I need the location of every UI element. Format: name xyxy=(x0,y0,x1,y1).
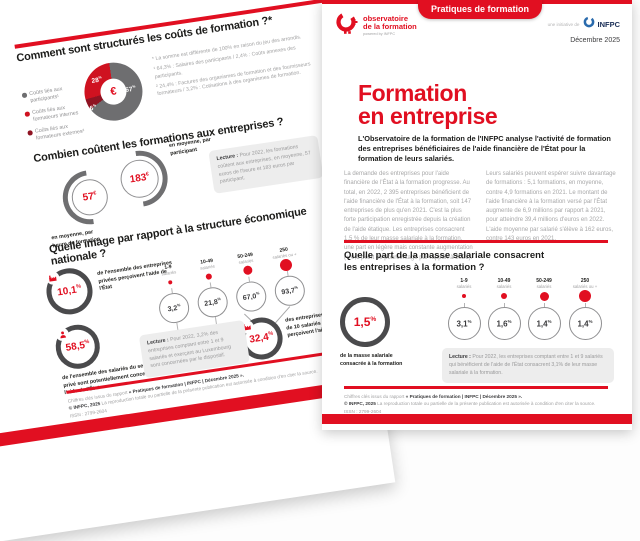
legend-item: Coûts liés aux formateurs externes² xyxy=(27,121,92,144)
legend-item: Coûts liés aux participants¹ xyxy=(21,83,87,106)
connector-line xyxy=(543,303,545,307)
right-section-title: Quelle part de la masse salariale consac… xyxy=(344,250,545,274)
observatoire-logo-icon xyxy=(335,11,359,40)
pct-circle: 93,7% xyxy=(272,273,307,308)
left-page: Comment sont structurés les coûts de for… xyxy=(0,0,382,449)
size-dot-icon xyxy=(462,294,466,298)
pct-circle: 1,4% xyxy=(568,307,602,340)
body-column-1: La demande des entreprises pour l'aide f… xyxy=(344,171,473,261)
infpc-logo-icon xyxy=(583,15,595,33)
building-icon xyxy=(45,270,61,286)
observatoire-logo: observatoire de la formation powered by … xyxy=(335,11,417,40)
body-columns: La demande des entreprises pour l'aide f… xyxy=(344,170,616,263)
size-column-50-249: 50-249 salariés 1,4% xyxy=(523,278,565,340)
pct-circle: 21,8% xyxy=(195,285,230,320)
employees-covered-value: 58,5% xyxy=(64,339,90,355)
size-dot-icon xyxy=(279,257,293,272)
legend-label: Coûts liés aux formateurs internes xyxy=(31,105,79,123)
legend-label: Coûts liés aux participants¹ xyxy=(28,86,63,104)
section-rule xyxy=(344,240,608,243)
payroll-share-label: de la masse salariale consacrée à la for… xyxy=(340,353,403,367)
page-title: Formation en entreprise xyxy=(358,80,498,130)
lecture-box-payroll: Lecture : Pour 2022, les entreprises com… xyxy=(442,348,614,384)
payroll-share-circle: 1,5% xyxy=(340,297,390,347)
legend-item: Coûts liés aux formateurs internes xyxy=(24,102,89,125)
pct-circle: 3,2% xyxy=(157,291,192,326)
size-dot-icon xyxy=(205,272,213,280)
red-dot-icon xyxy=(24,111,30,117)
connector-line xyxy=(463,303,465,307)
size-column-10-49: 10-49 salariés 1,6% xyxy=(483,278,525,340)
size-dot-icon xyxy=(242,265,253,276)
banner-pill: Pratiques de formation xyxy=(418,0,543,19)
size-dot-icon xyxy=(579,290,591,302)
connector-line xyxy=(503,303,505,307)
size-column-250: 250 salariés ou + 93,7% xyxy=(261,244,315,309)
size-dot-icon xyxy=(167,279,173,285)
infpc-lockup: une initiative de INFPC xyxy=(548,15,620,33)
right-bottom-band xyxy=(322,414,632,424)
legend-label: Coûts liés aux formateurs externes² xyxy=(34,124,85,142)
companies-aided-value: 10,1% xyxy=(56,283,82,299)
size-dot-icon xyxy=(539,291,549,301)
size-column-1-9: 1-9 salariés 3,1% xyxy=(443,278,485,340)
payroll-share-value: 1,5% xyxy=(353,315,377,329)
size-column-250: 250 salariés ou + 1,4% xyxy=(563,278,607,340)
infpc-wordmark: INFPC xyxy=(597,19,621,29)
right-footer-rule xyxy=(344,386,608,389)
initiative-label: une initiative de xyxy=(547,21,580,27)
euro-icon: € xyxy=(98,76,129,107)
pct-circle: 1,6% xyxy=(487,307,521,340)
donut-legend: Coûts liés aux participants¹ Coûts liés … xyxy=(21,83,94,149)
connector-line xyxy=(584,303,586,307)
pct-circle: 1,4% xyxy=(527,307,561,340)
cost-structure-donut: 28% 6% 67% € xyxy=(80,58,147,125)
pct-circle: 3,1% xyxy=(447,307,481,340)
right-page: Pratiques de formation observatoire de l… xyxy=(322,0,632,430)
body-column-2: Leurs salariés peuvent espérer suivre da… xyxy=(486,171,616,242)
dark-red-dot-icon xyxy=(27,130,33,136)
gray-dot-icon xyxy=(21,92,27,98)
pct-circle: 67,0% xyxy=(234,279,269,314)
right-footer: Chiffres clés issus du rapport « Pratiqu… xyxy=(344,394,596,414)
large-companies-aided-value: 32,4% xyxy=(248,331,274,346)
size-dot-icon xyxy=(501,293,507,299)
donut-slice-label: 6% xyxy=(89,103,97,113)
cost-per-hour-value: 57€ xyxy=(82,190,97,204)
lead-paragraph: L'Observatoire de la formation de l'INFP… xyxy=(358,134,611,164)
donut-footnotes: * La somme est différente de 100% en rai… xyxy=(152,33,315,101)
companies-aided-circle: 10,1% xyxy=(43,265,96,318)
issue-date: Décembre 2025 xyxy=(570,37,620,44)
employees-covered-circle: 58,5% xyxy=(52,321,103,372)
cost-per-participant-value: 183€ xyxy=(129,171,150,186)
donut-slice-label: 28% xyxy=(91,75,102,85)
person-icon xyxy=(54,326,70,342)
